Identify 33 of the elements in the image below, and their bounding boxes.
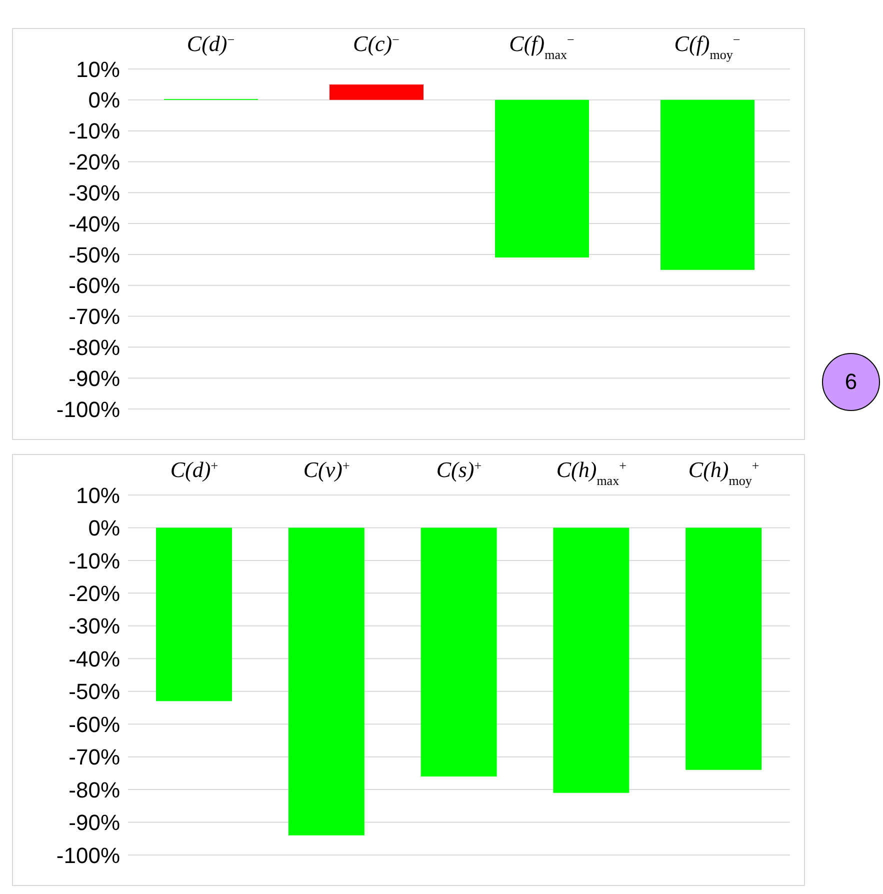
text: 6 (822, 353, 880, 411)
y-tick-label: 10% (76, 56, 120, 82)
bar (330, 84, 424, 100)
y-tick-label: -30% (68, 614, 120, 639)
y-tick-label: -40% (68, 211, 120, 236)
y-tick-label: -30% (68, 180, 120, 206)
y-tick-label: -80% (68, 334, 120, 360)
y-tick-label: -70% (68, 744, 120, 770)
y-tick-label: -50% (68, 679, 120, 704)
y-tick-label: -20% (68, 580, 120, 606)
x-tick-label: C(v)$^{+}$ (303, 457, 350, 482)
x-tick-label: C(c)$^{−}$ (353, 31, 400, 56)
y-tick-label: 0% (88, 516, 120, 541)
y-tick-label: -90% (68, 366, 120, 391)
x-tick-label: C(d)$^{−}$ (186, 31, 235, 56)
y-tick-label: -90% (68, 810, 120, 836)
y-tick-label: -10% (68, 118, 120, 144)
y-tick-label: -50% (68, 242, 120, 268)
y-tick-label: -80% (68, 777, 120, 802)
y-tick-label: -40% (68, 646, 120, 672)
y-tick-label: 10% (76, 482, 120, 508)
x-tick-label: C(s)$^{+}$ (436, 457, 482, 482)
bar (660, 100, 754, 270)
y-tick-label: -60% (68, 712, 120, 737)
y-tick-label: 0% (88, 88, 120, 113)
x-tick-label: C(d)$^{+}$ (170, 457, 218, 482)
y-tick-label: -20% (68, 150, 120, 175)
y-tick-label: -60% (68, 273, 120, 298)
y-tick-label: -70% (68, 304, 120, 330)
bar (495, 100, 589, 258)
y-tick-label: -100% (56, 396, 120, 422)
y-tick-label: -100% (56, 842, 120, 868)
y-tick-label: -10% (68, 548, 120, 574)
